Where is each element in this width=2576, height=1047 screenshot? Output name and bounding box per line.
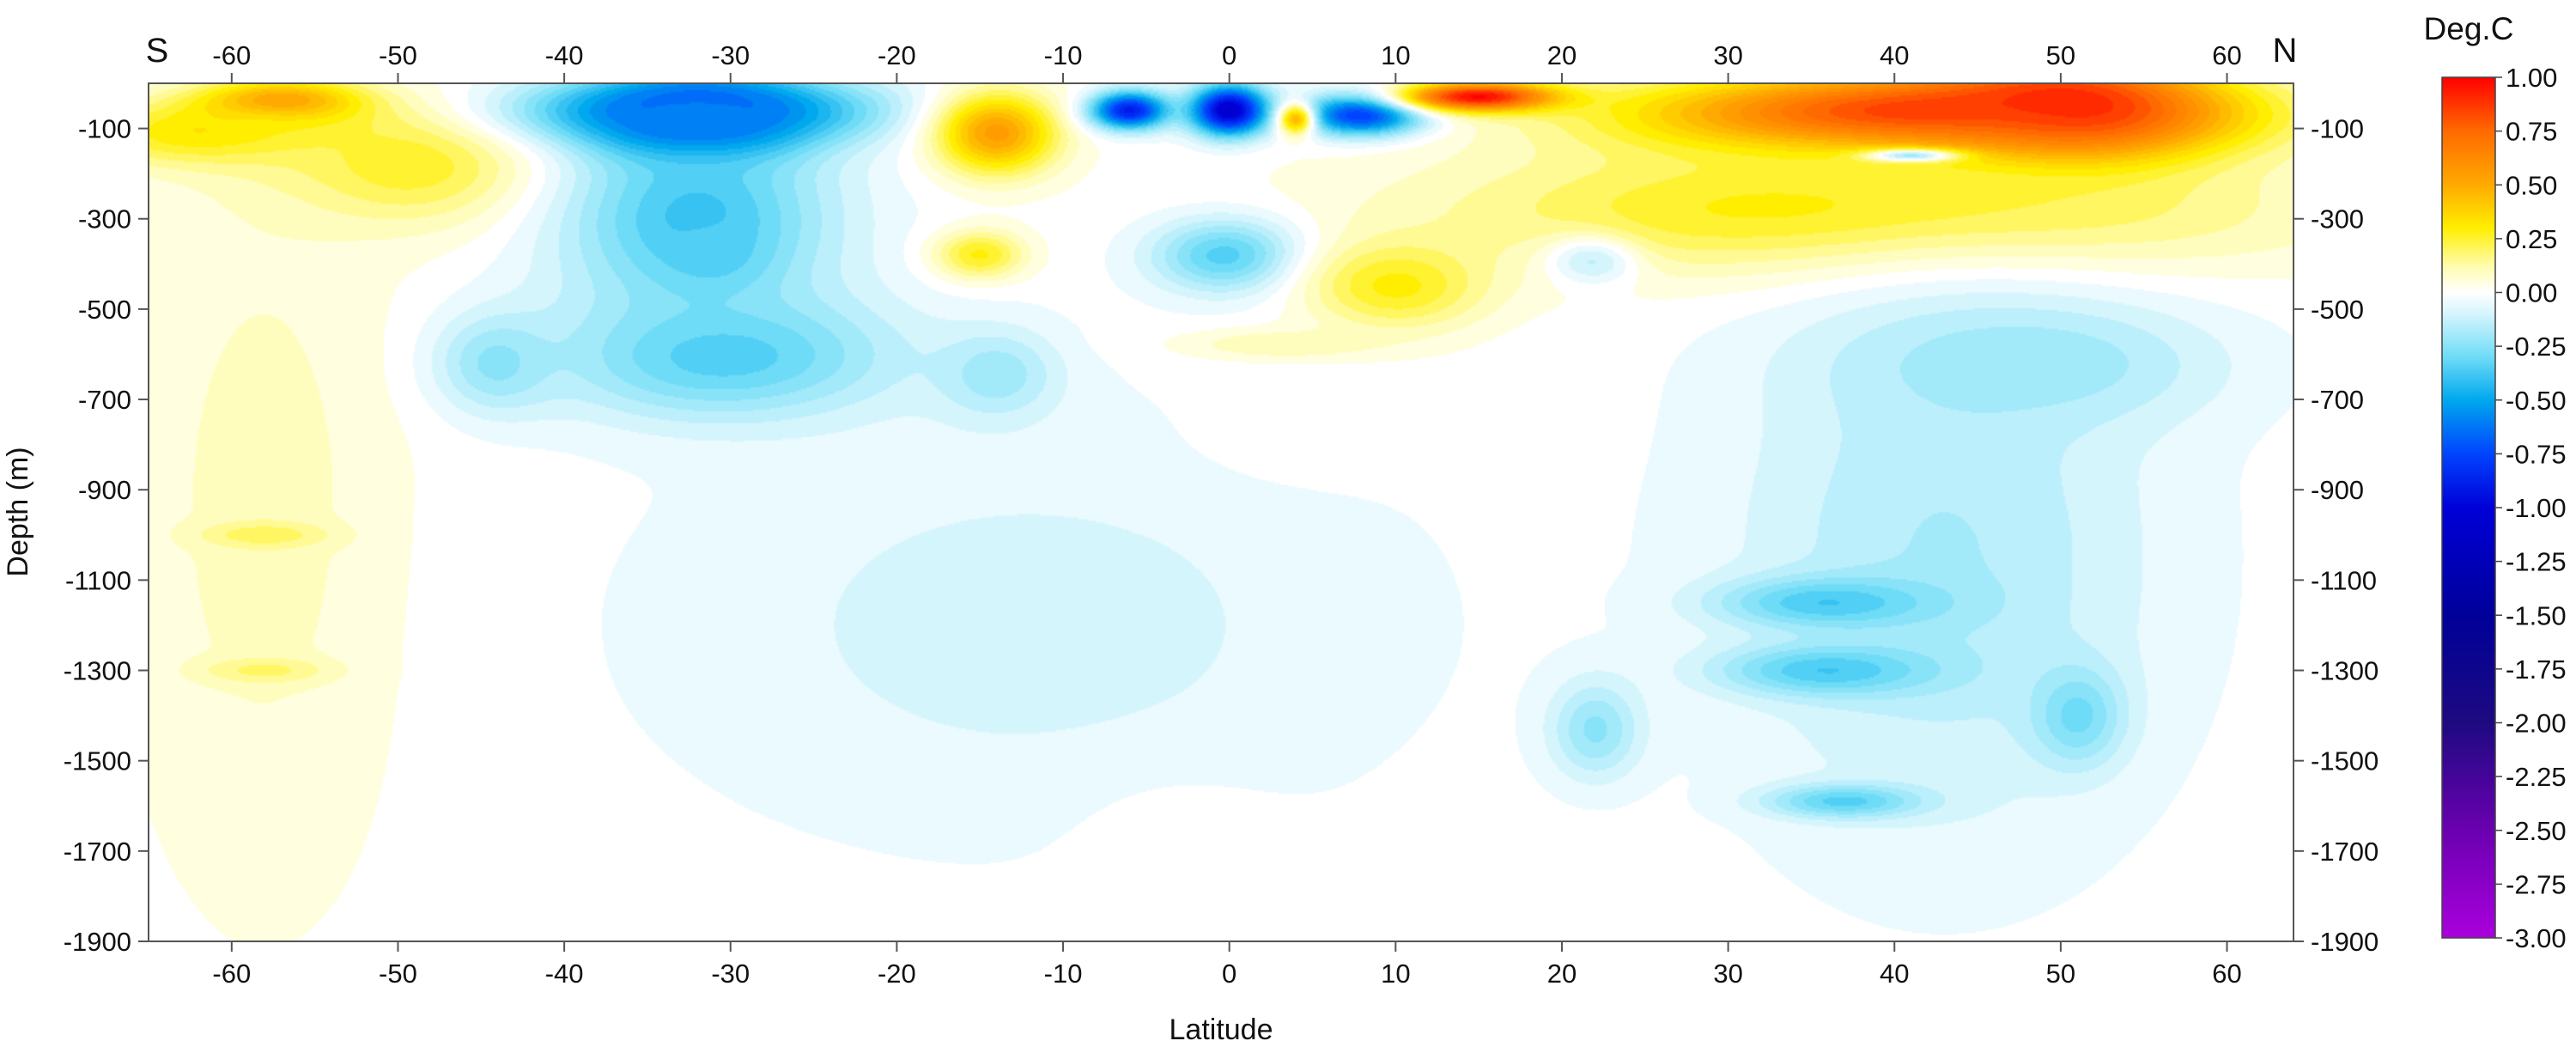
y-tick-label: -900 xyxy=(78,475,131,505)
y-tick-label: -1100 xyxy=(65,565,131,595)
y-axis-right: -100 -300 -500 -700 -900 -1100 -1300 -1500 -1700… xyxy=(2293,114,2379,957)
north-hemisphere-label: N xyxy=(2273,32,2298,70)
colorbar-tick-label: -2.50 xyxy=(2506,816,2567,846)
y-tick-label-right: -300 xyxy=(2311,204,2364,234)
x-tick-label: 30 xyxy=(1713,959,1742,989)
colorbar-tick-label: -2.00 xyxy=(2506,709,2567,739)
x-tick-label: 0 xyxy=(1222,959,1236,989)
colorbar-ticks: 1.00 0.75 0.50 0.25 0.00 -0.25 -0.50 -0.75 -1.00… xyxy=(2495,63,2567,953)
south-hemisphere-label: S xyxy=(146,32,169,70)
y-tick-label-right: -1300 xyxy=(2311,656,2379,686)
colorbar-tick-label: -1.00 xyxy=(2506,493,2567,523)
y-tick-label-right: -100 xyxy=(2311,114,2364,144)
x-tick-label-top: 40 xyxy=(1880,40,1909,70)
x-tick-label-top: 10 xyxy=(1381,40,1410,70)
y-tick-label: -300 xyxy=(78,204,131,234)
x-tick-label-top: 0 xyxy=(1222,40,1236,70)
y-tick-label: -1300 xyxy=(64,656,131,686)
colorbar-tick-label: -1.75 xyxy=(2506,654,2567,685)
plot-frame xyxy=(148,82,2294,942)
y-tick-label-right: -1100 xyxy=(2311,565,2377,595)
y-axis-left: -100 -300 -500 -700 -900 -1100 -1300 -1500 -1700… xyxy=(64,114,149,957)
y-tick-label-right: -500 xyxy=(2311,295,2364,325)
colorbar-tick-label: -0.25 xyxy=(2506,332,2567,362)
x-tick-label: -50 xyxy=(379,959,417,989)
x-tick-label: -10 xyxy=(1044,959,1083,989)
x-tick-label: 20 xyxy=(1547,959,1577,989)
x-tick-label-top: -30 xyxy=(711,40,750,70)
x-tick-label-top: -50 xyxy=(379,40,417,70)
x-tick-label: 50 xyxy=(2046,959,2075,989)
y-tick-label-right: -1500 xyxy=(2311,746,2379,776)
x-tick-label: -20 xyxy=(878,959,916,989)
colorbar-tick-label: -0.50 xyxy=(2506,386,2567,416)
colorbar-tick-label: -2.75 xyxy=(2506,869,2567,899)
x-tick-label: 40 xyxy=(1880,959,1909,989)
x-axis-title: Latitude xyxy=(1170,1014,1273,1046)
colorbar-tick-label: 1.00 xyxy=(2506,63,2557,93)
colorbar-tick-label: -0.75 xyxy=(2506,439,2567,469)
x-tick-label-top: 30 xyxy=(1713,40,1742,70)
colorbar-scale xyxy=(2441,76,2496,939)
y-axis-title: Depth (m) xyxy=(2,447,34,576)
x-tick-label-top: -20 xyxy=(878,40,916,70)
y-tick-label-right: -700 xyxy=(2311,385,2364,415)
y-tick-label: -700 xyxy=(78,385,131,415)
x-tick-label-top: -60 xyxy=(212,40,251,70)
colorbar-tick-label: -2.25 xyxy=(2506,762,2567,792)
y-tick-label-right: -1700 xyxy=(2311,837,2379,867)
colorbar-tick-label: -1.50 xyxy=(2506,600,2567,630)
x-tick-label: 60 xyxy=(2212,959,2241,989)
x-tick-label-top: 50 xyxy=(2046,40,2075,70)
y-tick-label: -1900 xyxy=(64,927,131,957)
colorbar-tick-label: -1.25 xyxy=(2506,547,2567,577)
x-tick-label-top: -40 xyxy=(545,40,584,70)
y-tick-label: -500 xyxy=(78,295,131,325)
x-tick-label: -40 xyxy=(545,959,584,989)
colorbar-tick-label: 0.50 xyxy=(2506,170,2557,200)
temperature-anomaly-field xyxy=(149,83,2293,941)
x-tick-label-top: 20 xyxy=(1547,40,1577,70)
x-tick-label-top: -10 xyxy=(1044,40,1083,70)
y-tick-label: -1500 xyxy=(64,746,131,776)
colorbar-tick-label: 0.25 xyxy=(2506,224,2557,254)
y-tick-label-right: -900 xyxy=(2311,475,2364,505)
colorbar-title: Deg.C xyxy=(2424,11,2514,46)
x-tick-label-top: 60 xyxy=(2212,40,2241,70)
x-tick-label: 10 xyxy=(1381,959,1410,989)
y-tick-label: -1700 xyxy=(64,837,131,867)
colorbar-tick-label: 0.75 xyxy=(2506,117,2557,147)
x-tick-label: -60 xyxy=(212,959,251,989)
x-axis-top: -60 -50 -40 -30 -20 -10 0 10 20 30 40 50 60 xyxy=(212,40,2242,83)
y-tick-label-right: -1900 xyxy=(2311,927,2379,957)
colorbar: 1.00 0.75 0.50 0.25 0.00 -0.25 -0.50 -0.75 -1.00… xyxy=(2424,11,2567,953)
x-tick-label: -30 xyxy=(711,959,750,989)
y-tick-label: -100 xyxy=(78,114,131,144)
x-axis-bottom: -60 -50 -40 -30 -20 -10 0 10 20 30 40 50 60 xyxy=(212,941,2242,989)
colorbar-tick-label: 0.00 xyxy=(2506,278,2557,308)
colorbar-tick-label: -3.00 xyxy=(2506,923,2567,953)
